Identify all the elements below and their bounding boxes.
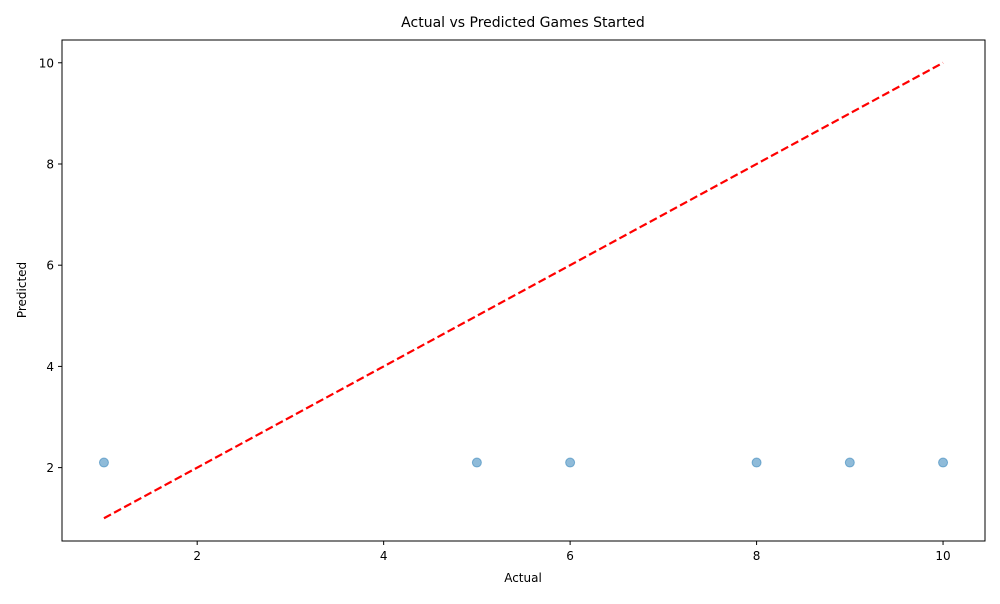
y-tick-label-8: 8	[46, 157, 54, 171]
data-point-1	[471, 457, 482, 468]
data-point-4	[844, 457, 855, 468]
y-tick-label-4: 4	[46, 360, 54, 374]
y-axis-label: Predicted	[15, 262, 29, 318]
chart-title: Actual vs Predicted Games Started	[401, 15, 645, 31]
data-point-5	[938, 457, 949, 468]
data-point-3	[751, 457, 762, 468]
x-tick-label-10: 10	[935, 549, 950, 563]
x-axis-label: Actual	[504, 571, 542, 585]
x-tick-label-2: 2	[193, 549, 201, 563]
data-point-0	[98, 457, 109, 468]
x-tick-label-6: 6	[566, 549, 574, 563]
y-tick-label-6: 6	[46, 259, 54, 273]
axes-frame	[61, 39, 986, 542]
y-tick-label-10: 10	[39, 56, 54, 70]
plot-area: 2 4 6 8 10 2 4 6 8 10	[39, 39, 986, 563]
y-tick-label-2: 2	[46, 461, 54, 475]
x-tick-label-8: 8	[753, 549, 761, 563]
data-point-2	[565, 457, 576, 468]
reference-line	[103, 61, 944, 520]
x-tick-label-4: 4	[380, 549, 388, 563]
